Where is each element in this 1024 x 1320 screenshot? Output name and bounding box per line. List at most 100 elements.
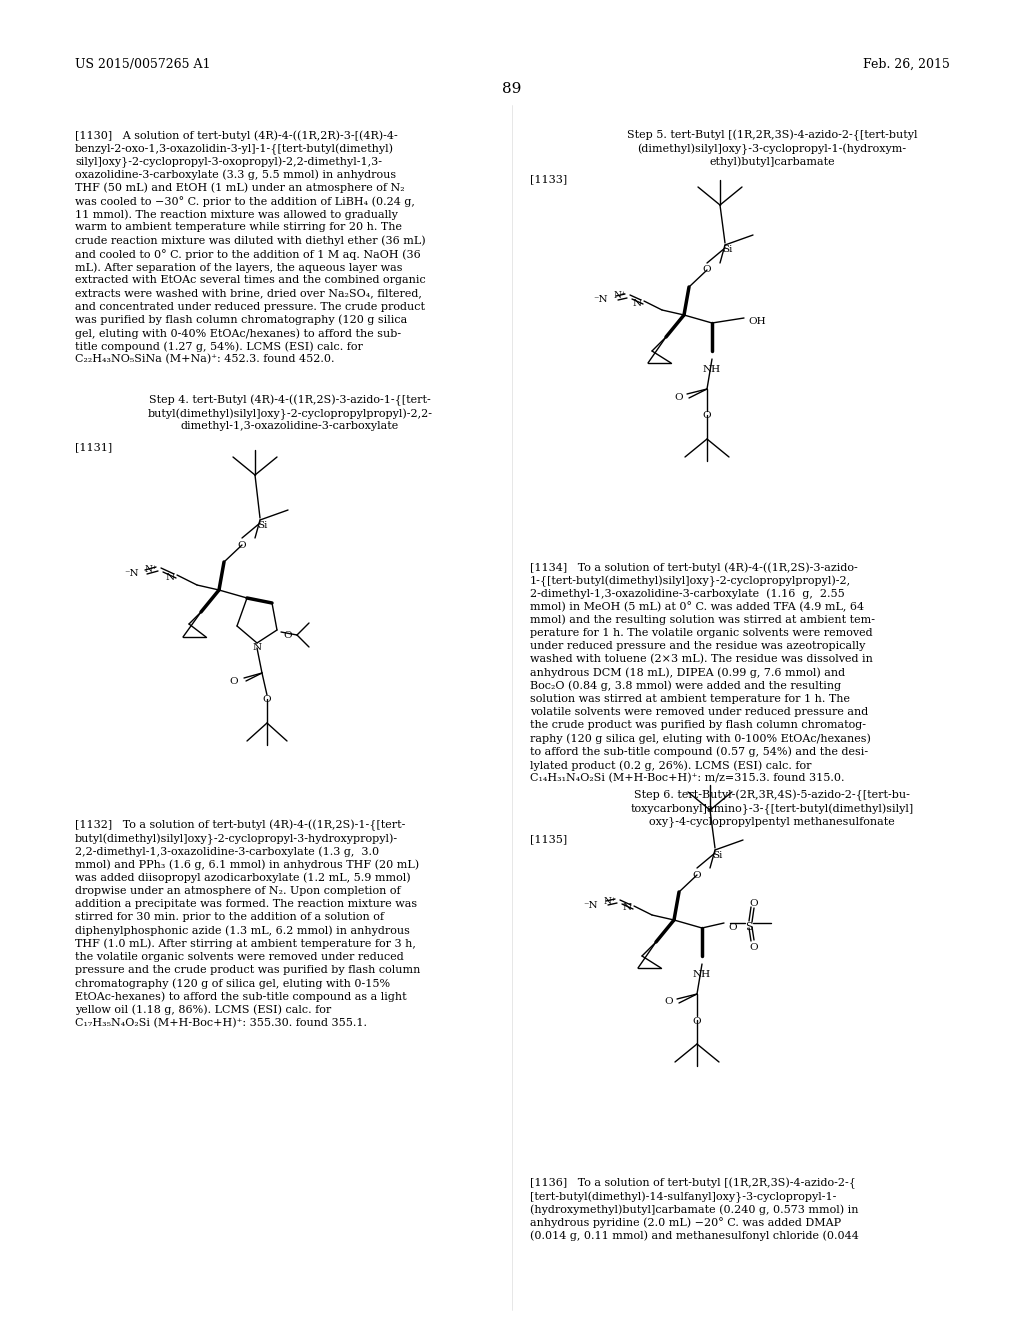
Text: THF (1.0 mL). After stirring at ambient temperature for 3 h,: THF (1.0 mL). After stirring at ambient … [75, 939, 416, 949]
Text: (dimethyl)silyl]oxy}-3-cyclopropyl-1-(hydroxym-: (dimethyl)silyl]oxy}-3-cyclopropyl-1-(hy… [637, 143, 906, 154]
Text: N: N [166, 573, 175, 582]
Text: and concentrated under reduced pressure. The crude product: and concentrated under reduced pressure.… [75, 301, 425, 312]
Text: ⁻N: ⁻N [593, 296, 608, 305]
Text: O: O [728, 923, 736, 932]
Text: ⁻N: ⁻N [584, 900, 598, 909]
Text: Si: Si [257, 520, 267, 529]
Text: 2-dimethyl-1,3-oxazolidine-3-carboxylate  (1.16  g,  2.55: 2-dimethyl-1,3-oxazolidine-3-carboxylate… [530, 589, 845, 599]
Text: THF (50 mL) and EtOH (1 mL) under an atmosphere of N₂: THF (50 mL) and EtOH (1 mL) under an atm… [75, 182, 404, 193]
Text: N: N [623, 903, 632, 912]
Text: O: O [702, 412, 712, 421]
Text: oxazolidine-3-carboxylate (3.3 g, 5.5 mmol) in anhydrous: oxazolidine-3-carboxylate (3.3 g, 5.5 mm… [75, 169, 396, 180]
Text: NH: NH [702, 366, 721, 374]
Text: O: O [665, 998, 674, 1006]
Text: the volatile organic solvents were removed under reduced: the volatile organic solvents were remov… [75, 952, 403, 962]
Text: mmol) in MeOH (5 mL) at 0° C. was added TFA (4.9 mL, 64: mmol) in MeOH (5 mL) at 0° C. was added … [530, 602, 864, 612]
Text: Step 4. tert-Butyl (4R)-4-((1R,2S)-3-azido-1-{[tert-: Step 4. tert-Butyl (4R)-4-((1R,2S)-3-azi… [150, 395, 431, 407]
Text: under reduced pressure and the residue was azeotropically: under reduced pressure and the residue w… [530, 642, 865, 651]
Text: OH: OH [748, 318, 766, 326]
Text: diphenylphosphonic azide (1.3 mL, 6.2 mmol) in anhydrous: diphenylphosphonic azide (1.3 mL, 6.2 mm… [75, 925, 410, 936]
Text: [1130]   A solution of tert-butyl (4R)-4-((1R,2R)-3-[(4R)-4-: [1130] A solution of tert-butyl (4R)-4-(… [75, 129, 397, 140]
Text: O: O [750, 899, 759, 908]
Text: ethyl)butyl]carbamate: ethyl)butyl]carbamate [710, 156, 835, 166]
Text: silyl]oxy}-2-cyclopropyl-3-oxopropyl)-2,2-dimethyl-1,3-: silyl]oxy}-2-cyclopropyl-3-oxopropyl)-2,… [75, 156, 382, 168]
Text: 89: 89 [503, 82, 521, 96]
Text: mmol) and PPh₃ (1.6 g, 6.1 mmol) in anhydrous THF (20 mL): mmol) and PPh₃ (1.6 g, 6.1 mmol) in anhy… [75, 859, 419, 870]
Text: oxy}-4-cyclopropylpentyl methanesulfonate: oxy}-4-cyclopropylpentyl methanesulfonat… [649, 816, 895, 828]
Text: mmol) and the resulting solution was stirred at ambient tem-: mmol) and the resulting solution was sti… [530, 615, 874, 626]
Text: Step 6. tert-Butyl-(2R,3R,4S)-5-azido-2-{[tert-bu-: Step 6. tert-Butyl-(2R,3R,4S)-5-azido-2-… [634, 789, 910, 801]
Text: N⁺: N⁺ [144, 565, 157, 573]
Text: O: O [238, 540, 247, 549]
Text: toxycarbonyl]amino}-3-{[tert-butyl(dimethyl)silyl]: toxycarbonyl]amino}-3-{[tert-butyl(dimet… [631, 803, 913, 814]
Text: Step 5. tert-Butyl [(1R,2R,3S)-4-azido-2-{[tert-butyl: Step 5. tert-Butyl [(1R,2R,3S)-4-azido-2… [627, 129, 918, 141]
Text: O: O [692, 1016, 701, 1026]
Text: anhydrous DCM (18 mL), DIPEA (0.99 g, 7.6 mmol) and: anhydrous DCM (18 mL), DIPEA (0.99 g, 7.… [530, 668, 845, 678]
Text: S: S [745, 921, 753, 932]
Text: solution was stirred at ambient temperature for 1 h. The: solution was stirred at ambient temperat… [530, 694, 850, 704]
Text: O: O [675, 392, 683, 401]
Text: yellow oil (1.18 g, 86%). LCMS (ESI) calc. for: yellow oil (1.18 g, 86%). LCMS (ESI) cal… [75, 1005, 331, 1015]
Text: US 2015/0057265 A1: US 2015/0057265 A1 [75, 58, 211, 71]
Text: washed with toluene (2×3 mL). The residue was dissolved in: washed with toluene (2×3 mL). The residu… [530, 655, 872, 665]
Text: NH: NH [693, 970, 711, 979]
Text: was cooled to −30° C. prior to the addition of LiBH₄ (0.24 g,: was cooled to −30° C. prior to the addit… [75, 195, 415, 207]
Text: O: O [702, 265, 712, 275]
Text: O: O [692, 870, 701, 879]
Text: volatile solvents were removed under reduced pressure and: volatile solvents were removed under red… [530, 708, 868, 717]
Text: to afford the sub-title compound (0.57 g, 54%) and the desi-: to afford the sub-title compound (0.57 g… [530, 747, 868, 758]
Text: 11 mmol). The reaction mixture was allowed to gradually: 11 mmol). The reaction mixture was allow… [75, 209, 398, 219]
Text: extracted with EtOAc several times and the combined organic: extracted with EtOAc several times and t… [75, 275, 426, 285]
Text: [1133]: [1133] [530, 174, 567, 185]
Text: C₂₂H₄₃NO₅SiNa (M+Na)⁺: 452.3. found 452.0.: C₂₂H₄₃NO₅SiNa (M+Na)⁺: 452.3. found 452.… [75, 354, 335, 364]
Text: [1134]   To a solution of tert-butyl (4R)-4-((1R,2S)-3-azido-: [1134] To a solution of tert-butyl (4R)-… [530, 562, 858, 573]
Text: EtOAc-hexanes) to afford the sub-title compound as a light: EtOAc-hexanes) to afford the sub-title c… [75, 991, 407, 1002]
Text: O: O [750, 944, 759, 953]
Text: Feb. 26, 2015: Feb. 26, 2015 [863, 58, 950, 71]
Text: [tert-butyl(dimethyl)-14-sulfanyl]oxy}-3-cyclopropyl-1-: [tert-butyl(dimethyl)-14-sulfanyl]oxy}-3… [530, 1191, 837, 1203]
Text: 2,2-dimethyl-1,3-oxazolidine-3-carboxylate (1.3 g,  3.0: 2,2-dimethyl-1,3-oxazolidine-3-carboxyla… [75, 846, 379, 857]
Text: warm to ambient temperature while stirring for 20 h. The: warm to ambient temperature while stirri… [75, 222, 402, 232]
Text: gel, eluting with 0-40% EtOAc/hexanes) to afford the sub-: gel, eluting with 0-40% EtOAc/hexanes) t… [75, 327, 401, 338]
Text: C₁₇H₃₅N₄O₂Si (M+H-Boc+H)⁺: 355.30. found 355.1.: C₁₇H₃₅N₄O₂Si (M+H-Boc+H)⁺: 355.30. found… [75, 1018, 367, 1028]
Text: the crude product was purified by flash column chromatog-: the crude product was purified by flash … [530, 721, 866, 730]
Text: crude reaction mixture was diluted with diethyl ether (36 mL): crude reaction mixture was diluted with … [75, 235, 426, 246]
Text: and cooled to 0° C. prior to the addition of 1 M aq. NaOH (36: and cooled to 0° C. prior to the additio… [75, 248, 421, 260]
Text: ⁻N: ⁻N [124, 569, 139, 578]
Text: (0.014 g, 0.11 mmol) and methanesulfonyl chloride (0.044: (0.014 g, 0.11 mmol) and methanesulfonyl… [530, 1230, 859, 1241]
Text: butyl(dimethyl)silyl]oxy}-2-cyclopropyl-3-hydroxypropyl)-: butyl(dimethyl)silyl]oxy}-2-cyclopropyl-… [75, 833, 398, 845]
Text: pressure and the crude product was purified by flash column: pressure and the crude product was purif… [75, 965, 421, 975]
Text: Si: Si [722, 246, 732, 255]
Text: was purified by flash column chromatography (120 g silica: was purified by flash column chromatogra… [75, 314, 408, 325]
Text: lylated product (0.2 g, 26%). LCMS (ESI) calc. for: lylated product (0.2 g, 26%). LCMS (ESI)… [530, 760, 811, 771]
Text: [1135]: [1135] [530, 834, 567, 845]
Text: stirred for 30 min. prior to the addition of a solution of: stirred for 30 min. prior to the additio… [75, 912, 384, 923]
Text: anhydrous pyridine (2.0 mL) −20° C. was added DMAP: anhydrous pyridine (2.0 mL) −20° C. was … [530, 1217, 841, 1229]
Text: mL). After separation of the layers, the aqueous layer was: mL). After separation of the layers, the… [75, 261, 402, 272]
Text: N: N [633, 298, 642, 308]
Text: Si: Si [712, 850, 722, 859]
Text: addition a precipitate was formed. The reaction mixture was: addition a precipitate was formed. The r… [75, 899, 417, 909]
Text: 1-{[tert-butyl(dimethyl)silyl]oxy}-2-cyclopropylpropyl)-2,: 1-{[tert-butyl(dimethyl)silyl]oxy}-2-cyc… [530, 576, 851, 586]
Text: extracts were washed with brine, dried over Na₂SO₄, filtered,: extracts were washed with brine, dried o… [75, 288, 422, 298]
Text: raphy (120 g silica gel, eluting with 0-100% EtOAc/hexanes): raphy (120 g silica gel, eluting with 0-… [530, 734, 870, 744]
Text: Boc₂O (0.84 g, 3.8 mmol) were added and the resulting: Boc₂O (0.84 g, 3.8 mmol) were added and … [530, 681, 841, 692]
Text: [1136]   To a solution of tert-butyl [(1R,2R,3S)-4-azido-2-{: [1136] To a solution of tert-butyl [(1R,… [530, 1177, 856, 1189]
Text: benzyl-2-oxo-1,3-oxazolidin-3-yl]-1-{[tert-butyl(dimethyl): benzyl-2-oxo-1,3-oxazolidin-3-yl]-1-{[te… [75, 143, 394, 154]
Text: dimethyl-1,3-oxazolidine-3-carboxylate: dimethyl-1,3-oxazolidine-3-carboxylate [181, 421, 399, 432]
Text: butyl(dimethyl)silyl]oxy}-2-cyclopropylpropyl)-2,2-: butyl(dimethyl)silyl]oxy}-2-cyclopropylp… [147, 408, 432, 420]
Text: dropwise under an atmosphere of N₂. Upon completion of: dropwise under an atmosphere of N₂. Upon… [75, 886, 400, 896]
Text: [1132]   To a solution of tert-butyl (4R)-4-((1R,2S)-1-{[tert-: [1132] To a solution of tert-butyl (4R)-… [75, 820, 406, 832]
Text: chromatography (120 g of silica gel, eluting with 0-15%: chromatography (120 g of silica gel, elu… [75, 978, 390, 989]
Text: N: N [253, 644, 261, 652]
Text: N⁺: N⁺ [613, 292, 626, 301]
Text: O: O [283, 631, 292, 639]
Text: [1131]: [1131] [75, 442, 113, 453]
Text: perature for 1 h. The volatile organic solvents were removed: perature for 1 h. The volatile organic s… [530, 628, 872, 638]
Text: C₁₄H₃₁N₄O₂Si (M+H-Boc+H)⁺: m/z=315.3. found 315.0.: C₁₄H₃₁N₄O₂Si (M+H-Boc+H)⁺: m/z=315.3. fo… [530, 774, 845, 784]
Text: O: O [263, 696, 271, 705]
Text: O: O [229, 676, 239, 685]
Text: title compound (1.27 g, 54%). LCMS (ESI) calc. for: title compound (1.27 g, 54%). LCMS (ESI)… [75, 341, 362, 351]
Text: N⁺: N⁺ [603, 896, 616, 906]
Text: was added diisopropyl azodicarboxylate (1.2 mL, 5.9 mmol): was added diisopropyl azodicarboxylate (… [75, 873, 411, 883]
